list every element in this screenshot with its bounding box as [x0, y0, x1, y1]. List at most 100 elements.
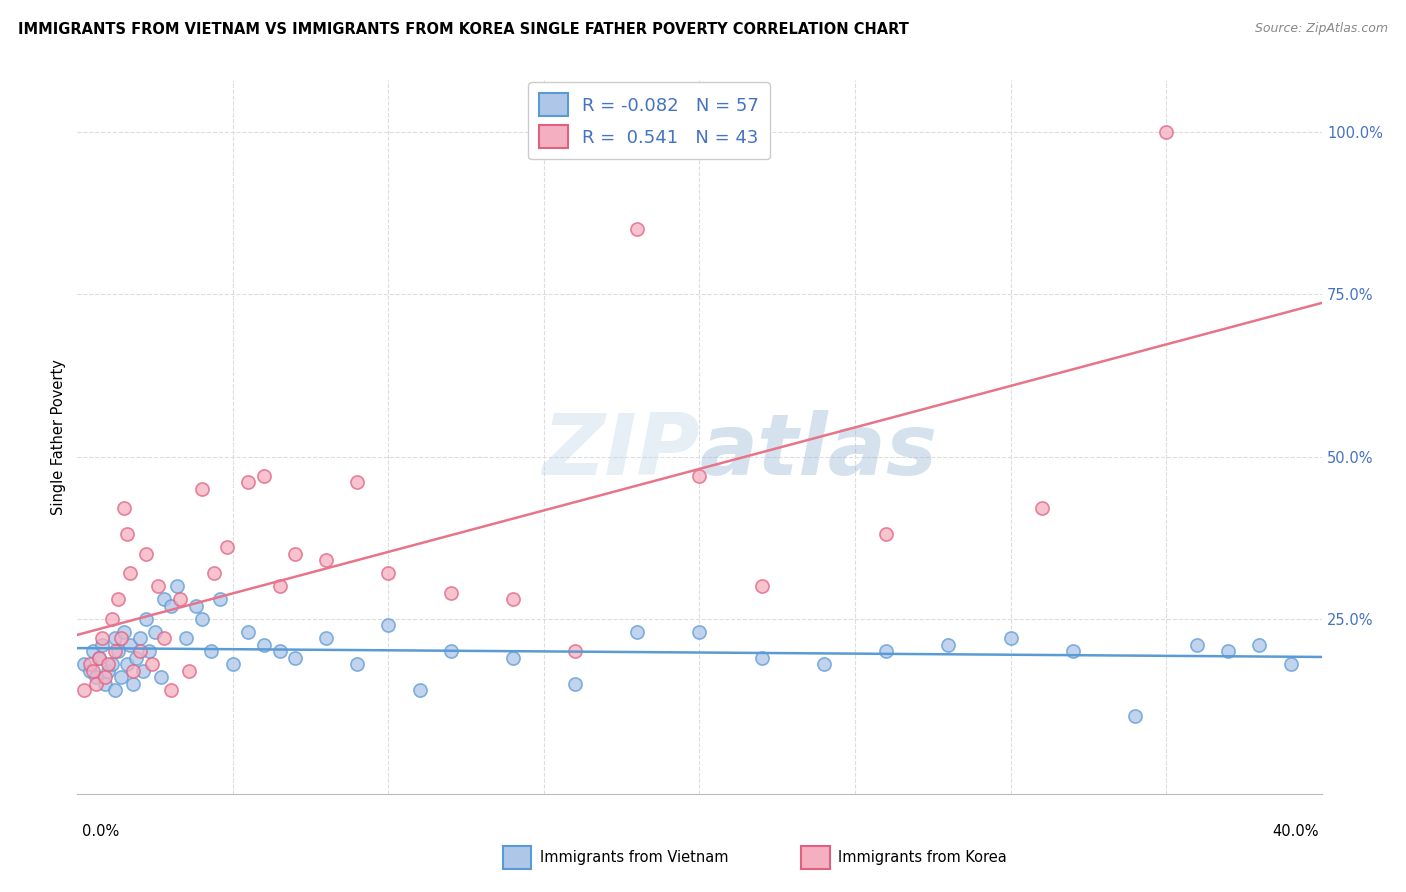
Point — [153, 592, 176, 607]
Point — [125, 650, 148, 665]
Point — [94, 670, 117, 684]
Point — [1123, 709, 1146, 723]
Point — [215, 541, 238, 555]
Point — [166, 579, 188, 593]
Point — [104, 683, 127, 698]
Point — [120, 566, 142, 581]
Point — [689, 469, 711, 483]
Text: ZIP: ZIP — [541, 409, 700, 493]
Point — [751, 579, 773, 593]
Point — [875, 644, 897, 658]
Point — [1062, 644, 1084, 658]
Point — [377, 566, 399, 581]
Point — [209, 592, 232, 607]
Point — [284, 547, 307, 561]
Point — [502, 650, 524, 665]
Point — [135, 547, 157, 561]
Point — [141, 657, 163, 672]
Point — [79, 664, 101, 678]
Point — [112, 624, 135, 639]
Point — [191, 612, 214, 626]
Point — [79, 657, 101, 672]
Point — [120, 638, 142, 652]
Point — [100, 657, 122, 672]
Point — [159, 683, 181, 698]
Point — [97, 657, 120, 672]
Point — [110, 670, 132, 684]
Point — [179, 664, 201, 678]
Point — [751, 650, 773, 665]
Point — [150, 670, 173, 684]
Point — [626, 624, 648, 639]
Point — [269, 644, 291, 658]
Point — [84, 676, 107, 690]
Legend: R = -0.082   N = 57, R =  0.541   N = 43: R = -0.082 N = 57, R = 0.541 N = 43 — [529, 82, 770, 160]
Point — [143, 624, 166, 639]
Point — [346, 475, 368, 490]
Point — [191, 482, 214, 496]
Point — [72, 657, 94, 672]
Point — [564, 676, 586, 690]
Point — [1218, 644, 1240, 658]
Text: Immigrants from Vietnam: Immigrants from Vietnam — [540, 850, 728, 864]
Point — [238, 475, 260, 490]
Text: 40.0%: 40.0% — [1272, 824, 1319, 838]
Point — [159, 599, 181, 613]
Point — [377, 618, 399, 632]
Point — [202, 566, 225, 581]
Point — [875, 527, 897, 541]
Point — [315, 631, 337, 645]
Point — [1031, 501, 1053, 516]
Point — [200, 644, 222, 658]
Point — [100, 612, 122, 626]
Point — [115, 527, 138, 541]
Point — [813, 657, 835, 672]
Point — [107, 592, 129, 607]
Point — [97, 664, 120, 678]
Point — [91, 631, 114, 645]
Point — [128, 644, 150, 658]
Point — [253, 638, 276, 652]
Text: 0.0%: 0.0% — [82, 824, 118, 838]
Point — [84, 670, 107, 684]
Point — [131, 664, 153, 678]
Point — [315, 553, 337, 567]
Text: Source: ZipAtlas.com: Source: ZipAtlas.com — [1254, 22, 1388, 36]
Point — [1249, 638, 1271, 652]
Point — [346, 657, 368, 672]
Point — [1000, 631, 1022, 645]
Point — [938, 638, 960, 652]
Point — [222, 657, 245, 672]
Point — [284, 650, 307, 665]
Point — [94, 676, 117, 690]
Point — [502, 592, 524, 607]
Point — [104, 631, 127, 645]
Point — [1187, 638, 1209, 652]
Point — [138, 644, 160, 658]
Point — [110, 631, 132, 645]
Point — [91, 638, 114, 652]
Point — [174, 631, 197, 645]
Point — [122, 676, 145, 690]
Point — [1279, 657, 1302, 672]
Point — [112, 501, 135, 516]
Point — [72, 683, 94, 698]
Point — [122, 664, 145, 678]
Point — [153, 631, 176, 645]
Point — [408, 683, 430, 698]
Text: Immigrants from Korea: Immigrants from Korea — [838, 850, 1007, 864]
Point — [1154, 125, 1177, 139]
Text: IMMIGRANTS FROM VIETNAM VS IMMIGRANTS FROM KOREA SINGLE FATHER POVERTY CORRELATI: IMMIGRANTS FROM VIETNAM VS IMMIGRANTS FR… — [18, 22, 910, 37]
Point — [626, 222, 648, 236]
Point — [87, 650, 110, 665]
Point — [253, 469, 276, 483]
Point — [128, 631, 150, 645]
Point — [169, 592, 191, 607]
Point — [564, 644, 586, 658]
Point — [104, 644, 127, 658]
Point — [184, 599, 207, 613]
Point — [87, 650, 110, 665]
Point — [238, 624, 260, 639]
Text: atlas: atlas — [700, 409, 938, 493]
Point — [82, 644, 104, 658]
